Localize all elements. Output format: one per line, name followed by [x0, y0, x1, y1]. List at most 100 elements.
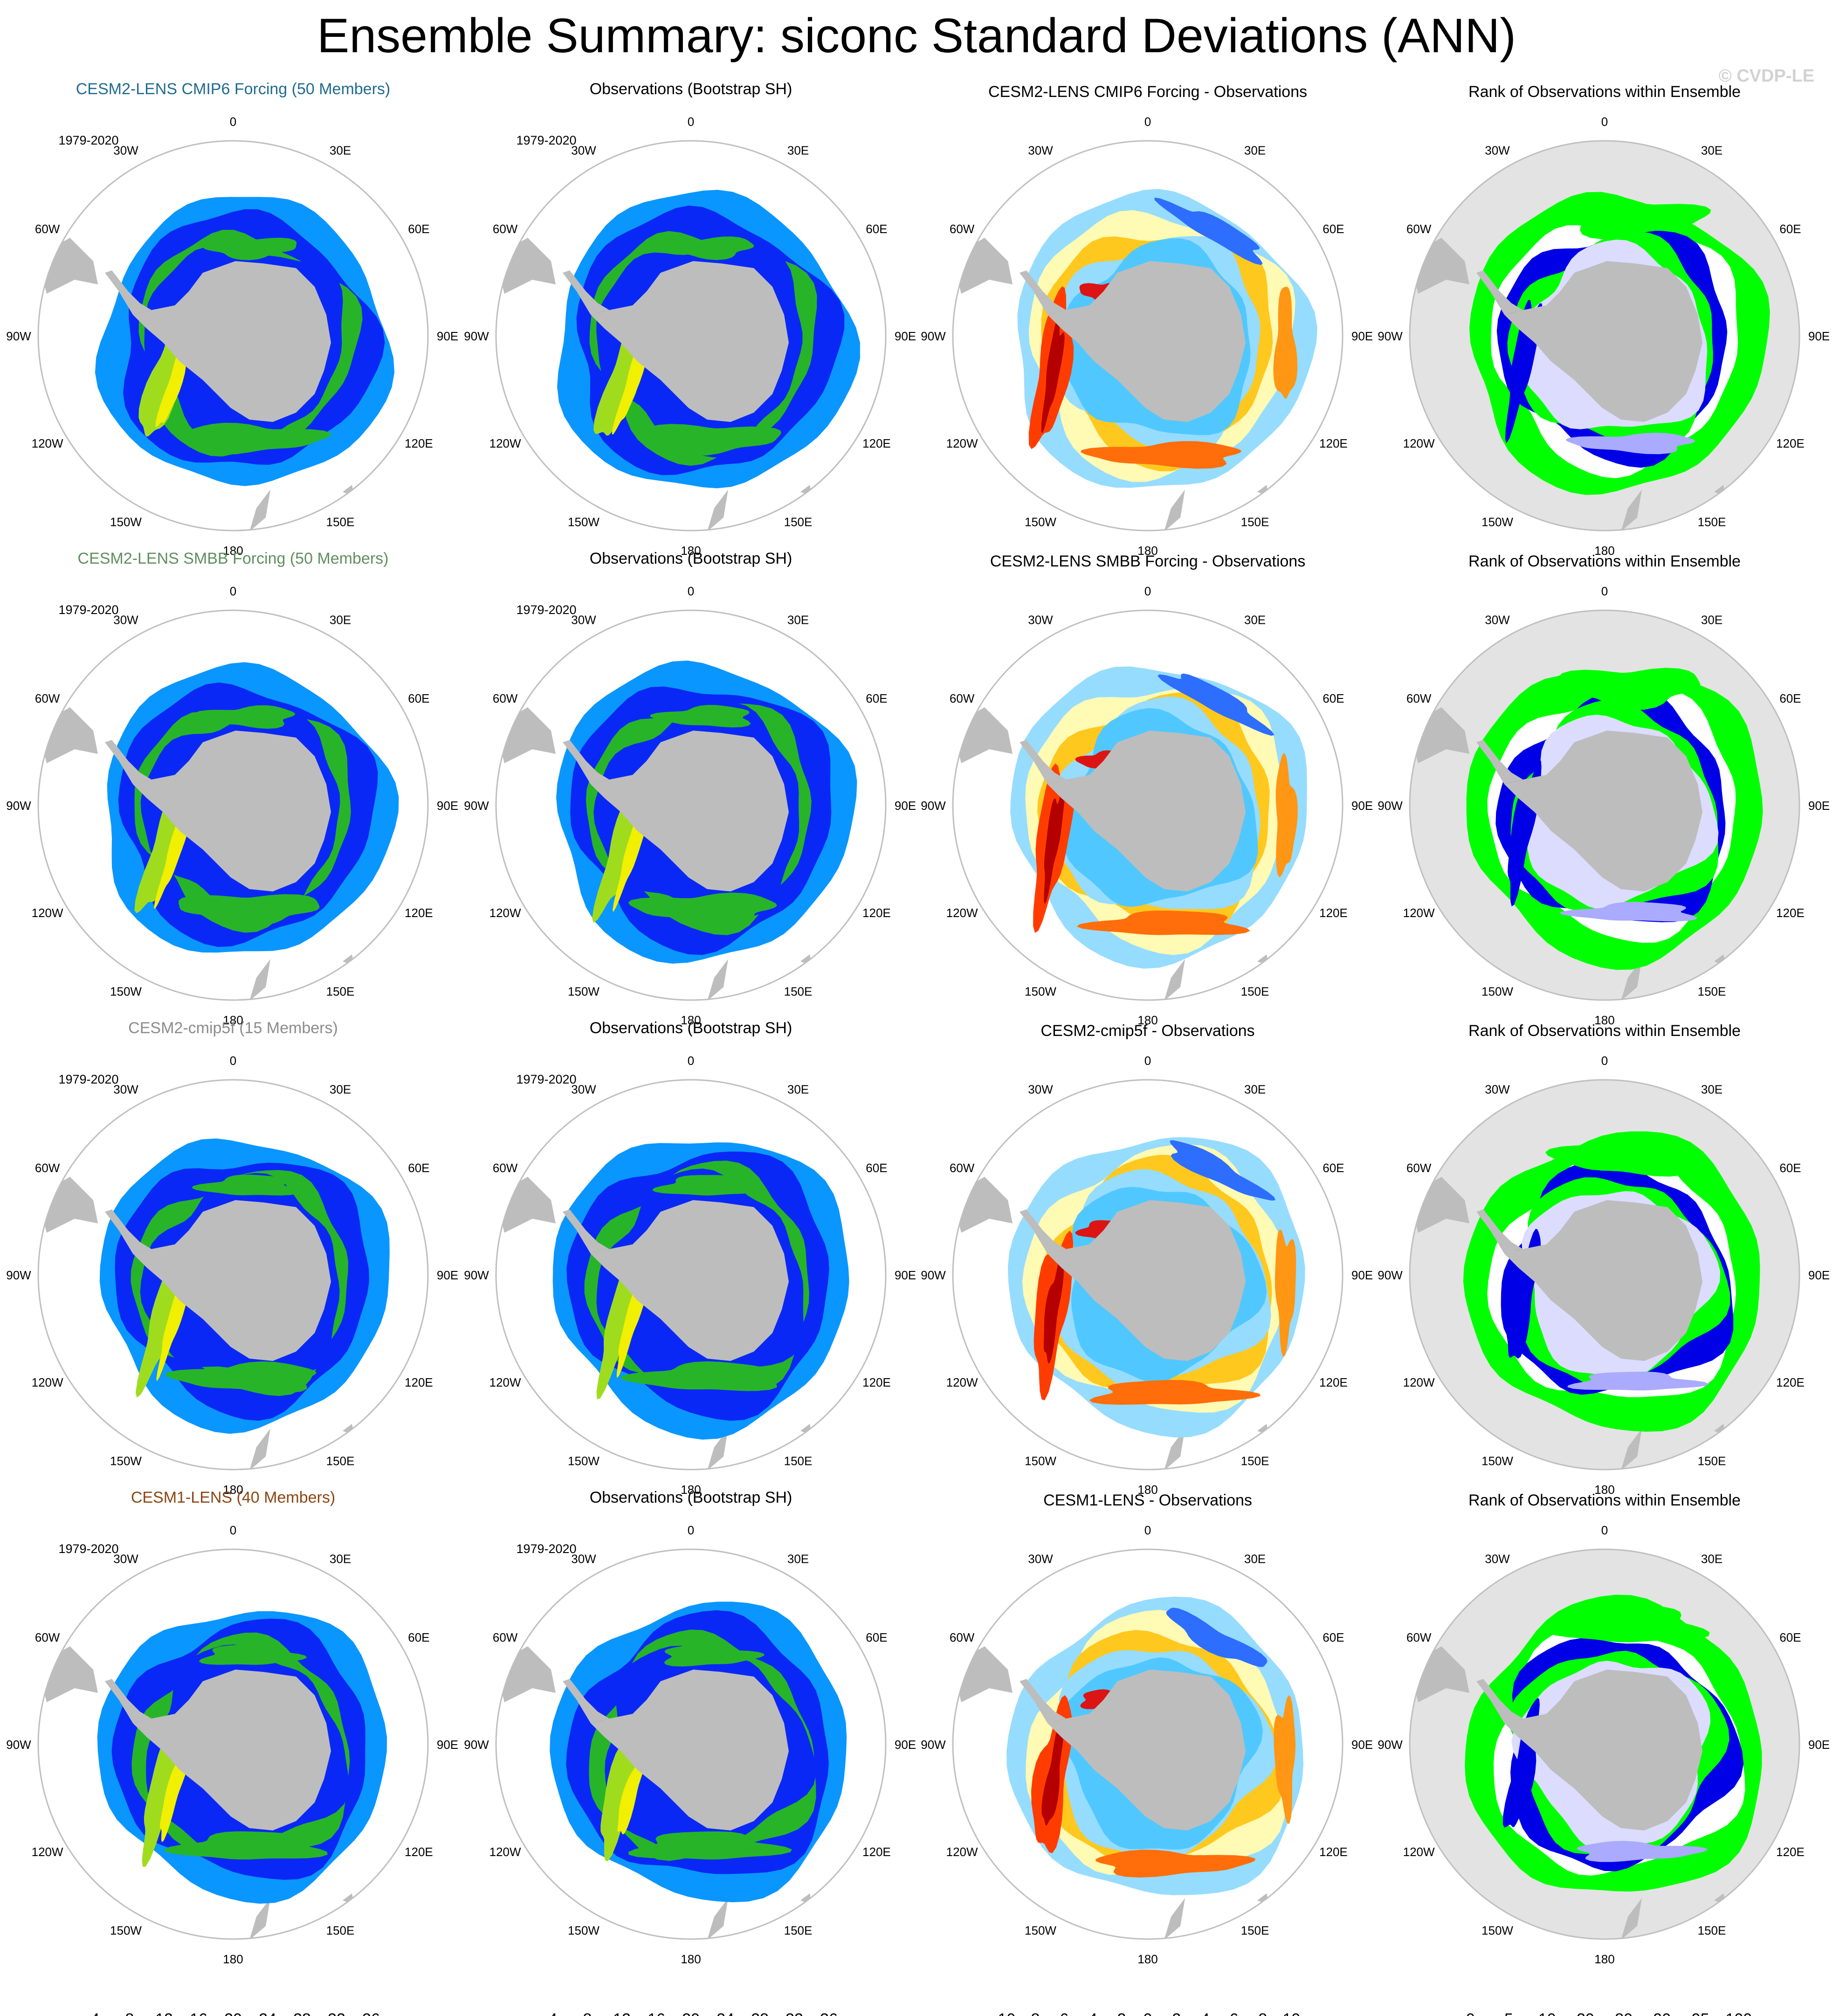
longitude-label: 60W [1406, 1630, 1432, 1644]
longitude-label: 0 [1144, 584, 1151, 598]
diff-map-panel: CESM1-LENS - Observations 0 30E 60E 90E 120E 1… [921, 1491, 1373, 1966]
difference-field [1096, 1850, 1255, 1878]
longitude-label: 120W [32, 906, 63, 920]
longitude-label: 120E [1776, 1845, 1805, 1859]
longitude-label: 90W [464, 329, 489, 343]
colorbar-tick-label: 16 [648, 2010, 665, 2016]
longitude-label: 150E [1241, 984, 1269, 998]
difference-field [1041, 1724, 1064, 1826]
new-zealand-land [1621, 490, 1642, 531]
difference-field [1275, 1229, 1296, 1357]
difference-field [1275, 753, 1298, 878]
antarctic-peninsula-land [563, 1679, 609, 1723]
longitude-label: 0 [230, 1523, 236, 1537]
tasmania-land [800, 1424, 812, 1436]
longitude-label: 30E [1244, 1552, 1266, 1566]
longitude-label: 90E [437, 1738, 458, 1752]
page-title: Ensemble Summary: siconc Standard Deviat… [317, 9, 1516, 63]
longitude-label: 180 [1137, 1483, 1158, 1497]
antarctic-peninsula-land [563, 1209, 609, 1254]
antarctic-peninsula-land [1020, 740, 1066, 784]
longitude-label: 150E [326, 984, 355, 998]
colorbar-tick-label: 5 [1504, 2010, 1513, 2016]
longitude-label: 0 [230, 115, 236, 129]
south-america-land [496, 238, 556, 294]
longitude-label: 150W [1025, 1923, 1056, 1937]
map-frame [1409, 1548, 1800, 1940]
diff-map-panel: CESM2-LENS SMBB Forcing - Observations 0 3… [921, 552, 1373, 1027]
longitude-label: 60E [1779, 691, 1801, 705]
antarctica-land [591, 731, 789, 891]
longitude-label: 30E [330, 144, 351, 158]
longitude-label: 120E [862, 1845, 891, 1859]
difference-field [1170, 1140, 1275, 1201]
longitude-label: 120W [946, 436, 978, 450]
longitude-label: 0 [688, 115, 694, 129]
longitude-label: 150E [1698, 1923, 1726, 1937]
antarctic-peninsula-land [105, 1679, 152, 1723]
longitude-label: 90W [464, 1268, 489, 1282]
longitude-label: 180 [1137, 1013, 1158, 1027]
longitude-label: 180 [223, 1013, 243, 1027]
obs-map-panel: Observations (Bootstrap SH) 1979-2020 0 30E… [464, 1019, 916, 1497]
longitude-label: 150W [568, 984, 600, 998]
period-label: 1979-2020 [516, 1072, 576, 1086]
tasmania-land [800, 954, 812, 966]
colorbar-tick-label: 4 [549, 2010, 558, 2016]
longitude-label: 120E [1319, 1845, 1348, 1859]
longitude-label: 60W [35, 1630, 60, 1644]
longitude-label: 0 [688, 584, 694, 598]
antarctica-land [1504, 1200, 1702, 1361]
new-zealand-land [707, 490, 728, 531]
ice-variability-zone [192, 1174, 300, 1196]
longitude-label: 150W [1482, 984, 1513, 998]
ice-variability-zone [195, 705, 295, 729]
longitude-label: 30W [571, 1083, 596, 1097]
longitude-label: 150W [1025, 1454, 1056, 1468]
longitude-label: 30E [330, 613, 351, 627]
longitude-label: 30E [330, 1552, 351, 1566]
panel-title: Observations (Bootstrap SH) [590, 550, 792, 567]
new-zealand-land [1164, 490, 1185, 531]
antarctica-land [1504, 731, 1702, 891]
diff-map-panel: CESM2-LENS CMIP6 Forcing - Observations 0… [921, 83, 1373, 558]
longitude-label: 150E [326, 1454, 355, 1468]
longitude-label: 30E [1701, 1552, 1723, 1566]
new-zealand-land [249, 1429, 270, 1470]
longitude-label: 150E [1698, 1454, 1726, 1468]
south-america-land [496, 707, 556, 763]
longitude-label: 30W [113, 613, 138, 627]
colorbar-tick-label: 4 [1201, 2010, 1210, 2016]
longitude-label: 30E [787, 1083, 809, 1097]
antarctic-peninsula-land [1020, 1209, 1066, 1254]
longitude-label: 90W [1378, 799, 1403, 813]
longitude-label: 60E [866, 1161, 887, 1175]
colorbar-tick-label: -8 [1026, 2010, 1040, 2016]
longitude-label: 0 [1601, 1523, 1608, 1537]
model-map-panel: CESM2-LENS CMIP6 Forcing (50 Members) 197… [6, 80, 458, 558]
tasmania-land [343, 1424, 354, 1436]
longitude-label: 30W [1028, 613, 1053, 627]
ice-variability-zone [202, 237, 297, 260]
longitude-label: 150W [110, 1923, 142, 1937]
longitude-label: 150E [1241, 1923, 1269, 1937]
longitude-label: 30W [1028, 144, 1053, 158]
longitude-label: 30W [1485, 144, 1510, 158]
south-america-land [953, 707, 1013, 763]
longitude-label: 0 [688, 1054, 694, 1068]
difference-field [1081, 441, 1241, 469]
colorbar-tick-label: 6 [1230, 2010, 1239, 2016]
difference-field [1158, 673, 1275, 736]
longitude-label: 90E [1808, 799, 1830, 813]
longitude-label: 150W [1025, 515, 1056, 529]
longitude-label: 150E [784, 984, 813, 998]
colorbar-tick-label: -4 [1083, 2010, 1097, 2016]
longitude-label: 120E [405, 906, 433, 920]
longitude-label: 90E [1351, 329, 1373, 343]
south-america-land [953, 238, 1013, 294]
longitude-label: 90E [895, 799, 916, 813]
map-field [496, 1602, 847, 1939]
colorbar-tick-label: 28 [751, 2010, 769, 2016]
longitude-label: 30E [1244, 1083, 1266, 1097]
new-zealand-land [1164, 1898, 1185, 1939]
